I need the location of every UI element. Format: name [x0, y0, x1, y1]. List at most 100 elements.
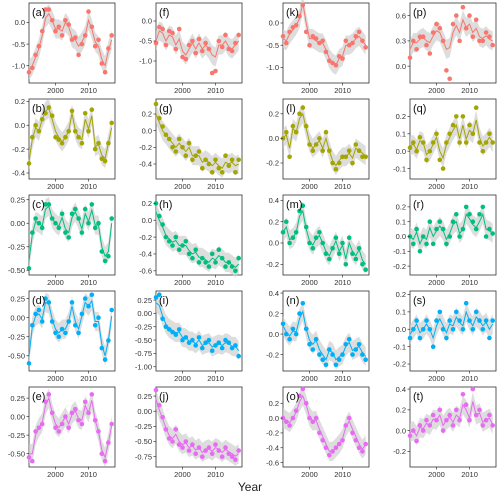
y-tick-label: -0.25 [135, 422, 152, 431]
data-point [490, 42, 496, 48]
data-point [487, 412, 492, 418]
data-point [447, 234, 453, 239]
data-point [79, 421, 85, 427]
panel-label: (q) [413, 103, 426, 115]
data-point [233, 40, 238, 46]
data-point [284, 129, 289, 135]
data-point [346, 336, 352, 342]
y-tick-label: -1.0 [266, 63, 279, 72]
x-tick-label: 2000 [301, 278, 318, 287]
data-point [307, 240, 312, 246]
data-point [219, 255, 225, 261]
data-point [297, 111, 302, 117]
data-point [200, 255, 205, 261]
data-point [216, 448, 222, 453]
data-point [229, 345, 235, 351]
panel-label: (r) [413, 199, 424, 211]
panel-r: -0.2 -0.1 0.0 0.1 0.2 2000 2010 (r) [393, 194, 497, 287]
panel-label: (a) [32, 7, 45, 19]
data-point [414, 318, 419, 323]
data-point [99, 345, 105, 351]
data-point [99, 249, 105, 254]
y-tick-label: 0.4 [269, 196, 279, 205]
data-point [444, 417, 449, 423]
data-point [229, 264, 235, 269]
data-point [483, 234, 489, 239]
panel-label: (j) [159, 391, 169, 403]
data-point [223, 264, 228, 269]
x-tick-label: 2000 [301, 182, 318, 191]
data-point [153, 40, 159, 46]
panel-label: (s) [413, 295, 426, 307]
confidence-band [283, 301, 366, 370]
confidence-band [29, 4, 112, 80]
data-point [43, 7, 48, 12]
y-tick-label: 0.25 [137, 296, 152, 305]
data-point [219, 44, 225, 50]
data-point [106, 253, 111, 259]
data-point [176, 136, 182, 142]
data-point [293, 230, 299, 235]
data-point [209, 348, 215, 354]
data-point [297, 311, 302, 316]
data-point [440, 428, 446, 433]
x-tick-label: 2000 [428, 182, 445, 191]
data-point [206, 161, 212, 167]
data-point [196, 260, 202, 265]
data-point [209, 251, 215, 257]
data-point [477, 140, 482, 145]
data-point [30, 230, 35, 235]
data-point [157, 213, 162, 219]
data-point [327, 58, 332, 64]
data-point [30, 458, 35, 464]
panel-d: -0.50 -0.25 0.00 0.25 2000 2010 (d) [8, 290, 116, 383]
data-point [166, 327, 172, 332]
data-point [430, 140, 436, 145]
y-tick-label: 0.25 [10, 195, 25, 204]
data-point [463, 204, 469, 210]
y-tick-label: -0.50 [8, 351, 25, 360]
panel-label: (m) [286, 199, 303, 211]
data-point [26, 361, 32, 366]
data-point [180, 243, 185, 248]
data-point [56, 334, 62, 340]
x-tick-label: 2010 [80, 278, 97, 287]
data-point [300, 203, 306, 208]
y-tick-label: -0.2 [393, 360, 406, 369]
data-point [463, 26, 469, 31]
data-point [360, 352, 365, 357]
data-point [56, 24, 62, 30]
data-point [99, 156, 105, 161]
data-point [69, 108, 75, 114]
series-line [28, 299, 113, 356]
data-point [82, 206, 88, 212]
data-point [280, 34, 286, 39]
x-tick-label: 2000 [47, 182, 64, 191]
data-point [206, 337, 212, 343]
data-point [86, 303, 91, 309]
data-point [170, 30, 175, 36]
y-tick-label: 0.2 [269, 217, 279, 226]
data-point [73, 206, 78, 212]
data-point [280, 321, 286, 327]
data-point [353, 142, 359, 147]
data-point [420, 140, 426, 145]
data-point [193, 50, 198, 56]
data-point [437, 407, 443, 413]
panel-label: (l) [286, 103, 296, 115]
data-point [440, 327, 446, 332]
confidence-band [156, 104, 239, 178]
data-point [440, 166, 446, 171]
panel-n: -0.2 0.0 0.2 0.4 2000 2010 (n) [266, 289, 370, 383]
y-tick-label: 0.00 [137, 407, 152, 416]
data-point [219, 454, 225, 460]
y-tick-label: -0.2 [266, 260, 279, 269]
data-point [310, 246, 316, 251]
panel-label: (k) [286, 7, 299, 19]
data-point [333, 62, 339, 68]
data-point [480, 327, 486, 332]
data-point [336, 54, 342, 59]
y-tick-label: -0.75 [135, 349, 152, 358]
x-tick-label: 2010 [80, 374, 97, 383]
data-point [213, 260, 218, 265]
